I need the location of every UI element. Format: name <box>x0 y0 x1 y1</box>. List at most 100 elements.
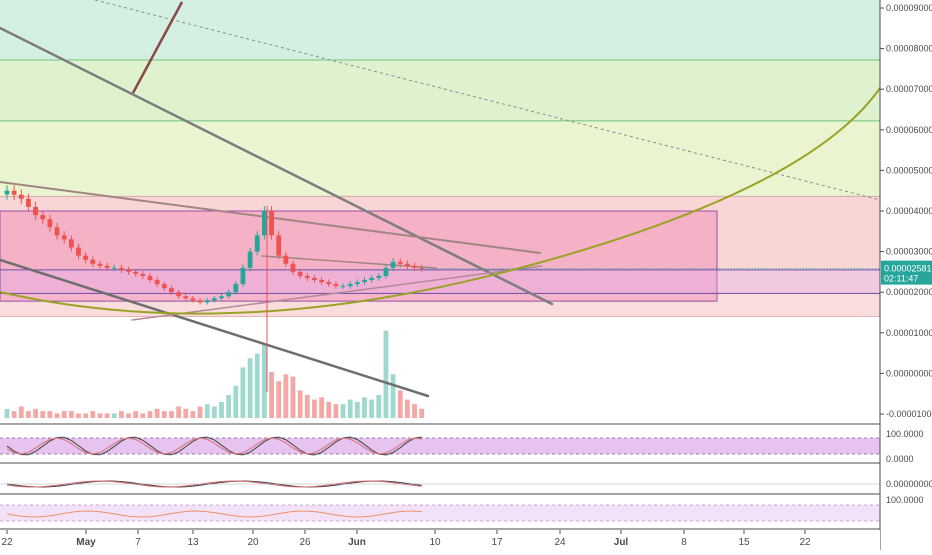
volume-bar <box>412 404 417 418</box>
volume-bar <box>276 381 282 418</box>
volume-bar <box>161 411 167 418</box>
volume-bar <box>254 353 260 418</box>
volume-bar <box>204 404 210 418</box>
stoch-d-line <box>6 437 422 455</box>
price-tick-label: 0.00008000 <box>886 44 932 54</box>
candle-body <box>333 284 339 287</box>
support-rectangle[interactable] <box>0 210 718 302</box>
current-price-label[interactable] <box>881 260 932 285</box>
volume-bar <box>326 401 332 418</box>
volume-bar <box>247 358 253 418</box>
volume-bar <box>83 413 89 418</box>
time-tick-label: 26 <box>299 537 311 548</box>
volume-bar <box>312 399 317 418</box>
candle-body <box>347 284 353 287</box>
candle-body <box>219 296 224 299</box>
volume-bar <box>104 413 110 418</box>
candle-body <box>383 267 389 276</box>
volume-bar <box>18 406 24 418</box>
time-tick-label: Jun <box>348 537 366 548</box>
volume-bar <box>211 406 217 418</box>
candle-body <box>362 280 367 283</box>
candle-body <box>354 282 360 285</box>
volume-bar <box>183 408 189 418</box>
time-tick-label: 7 <box>135 537 141 548</box>
candle-body <box>90 259 96 264</box>
time-tick-label: 20 <box>247 537 259 548</box>
inner-rectangle[interactable] <box>0 269 881 294</box>
current-price-value: 0.00002581 <box>884 264 932 274</box>
volume-bar <box>369 399 375 418</box>
candle-body <box>233 284 239 293</box>
time-tick-label: 10 <box>429 537 441 548</box>
candle-body <box>111 267 117 269</box>
volume-bar <box>240 367 246 418</box>
candle-body <box>76 247 81 256</box>
rsi-line <box>6 510 422 518</box>
candle-body <box>283 255 289 264</box>
candle-body <box>390 261 396 268</box>
price-tick-label: 0.00006000 <box>886 125 932 135</box>
candle-body <box>276 235 282 256</box>
candle-body <box>290 263 296 272</box>
candle-body <box>405 263 410 266</box>
candle-body <box>247 251 253 268</box>
candle-body <box>126 269 131 272</box>
volume-bar <box>76 413 81 418</box>
time-tick-label: 22 <box>1 537 13 548</box>
price-tick-label: 0.00005000 <box>886 165 932 175</box>
descending-trendline-main[interactable] <box>0 26 554 306</box>
volume-bar <box>354 401 360 418</box>
parabolic-curve[interactable] <box>0 87 881 315</box>
volume-bar <box>33 408 38 418</box>
volume-bar <box>383 330 389 418</box>
time-tick-label: 24 <box>554 537 566 548</box>
volume-bar <box>154 408 160 418</box>
volume-bar <box>333 404 339 418</box>
volume-bar <box>226 395 232 418</box>
volume-bar <box>147 411 153 418</box>
time-tick-label: 17 <box>491 537 503 548</box>
candle-body <box>161 284 167 289</box>
volume-bar <box>26 411 31 418</box>
candle-body <box>340 286 346 288</box>
candle-body <box>254 235 260 252</box>
support-trendline[interactable] <box>131 265 543 321</box>
volume-bar <box>119 411 124 418</box>
volume-bar <box>319 397 324 418</box>
time-tick-label: Jul <box>614 537 629 548</box>
rsi-top-label: 100.0000 <box>886 495 924 505</box>
candle-body <box>397 261 403 264</box>
candle-body <box>190 298 196 301</box>
candle-body <box>419 267 425 269</box>
candle-body <box>18 194 24 199</box>
descending-trendline-lower[interactable] <box>0 258 430 398</box>
volume-bar <box>340 404 346 418</box>
candle-body <box>147 275 153 281</box>
volume-bar <box>233 385 239 418</box>
candle-body <box>61 235 67 240</box>
price-tick-label: 0.00003000 <box>886 247 932 257</box>
candle-body <box>169 288 174 293</box>
volume-bar <box>269 372 274 418</box>
candle-body <box>176 292 181 297</box>
steep-trendline[interactable] <box>131 1 184 94</box>
stoch-k-line <box>6 436 422 456</box>
fib-band-2 <box>0 120 880 197</box>
volume-bar <box>405 399 410 418</box>
time-tick-label: 15 <box>738 537 750 548</box>
volume-bar <box>111 413 117 418</box>
time-tick-label: 22 <box>799 537 811 548</box>
price-tick-label: 0.00002000 <box>886 287 932 297</box>
price-tick-label: 0.00007000 <box>886 84 932 94</box>
candle-body <box>269 211 274 236</box>
price-tick-label: -0.00001000 <box>886 409 932 419</box>
volume-bar <box>190 411 196 418</box>
candle-countdown: 02:11:47 <box>884 274 918 284</box>
candle-body <box>104 265 110 268</box>
volume-bar <box>169 411 174 418</box>
candle-body <box>11 190 17 195</box>
fib-band-1 <box>0 59 880 121</box>
